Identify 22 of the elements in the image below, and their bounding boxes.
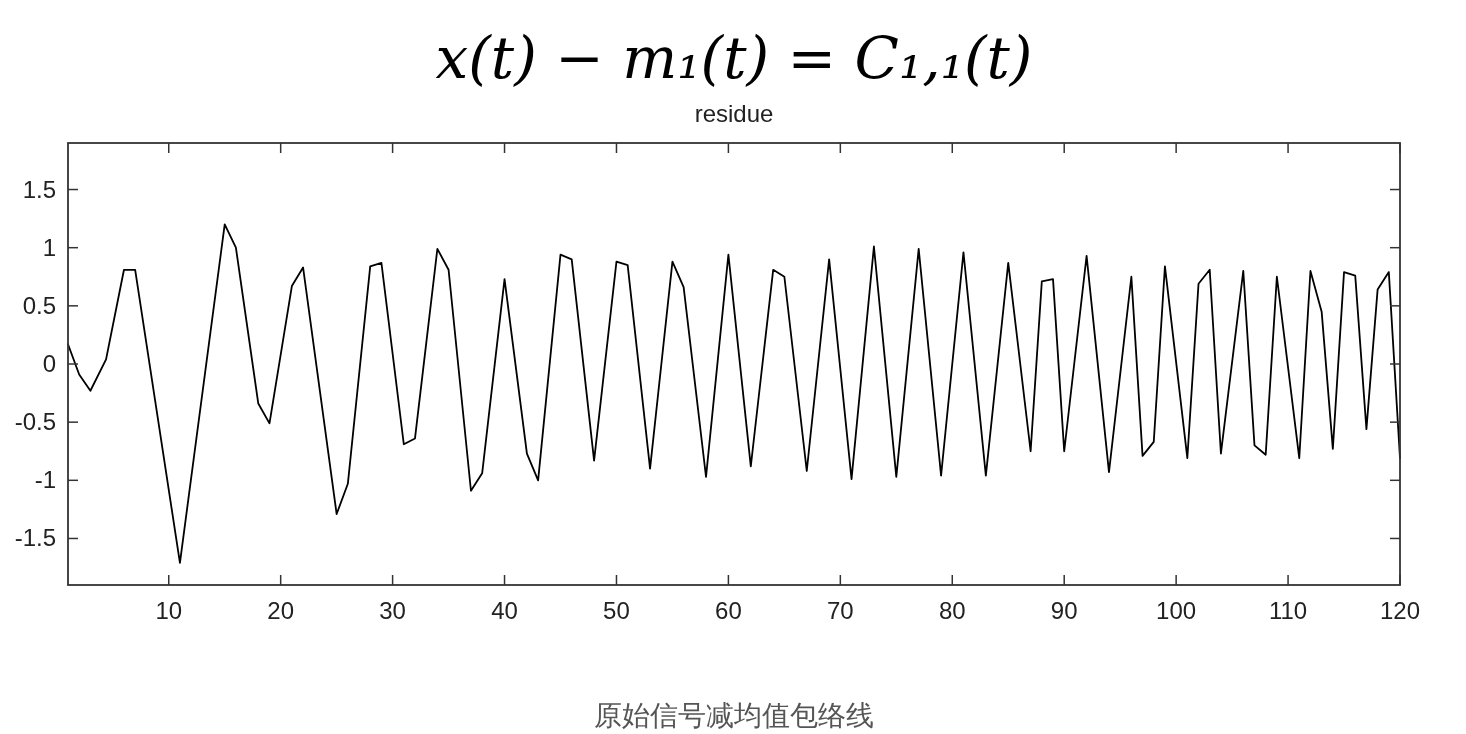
x-tick-label: 10 <box>155 597 183 624</box>
y-tick-label: 0.5 <box>22 291 56 319</box>
x-tick-label: 110 <box>1268 597 1308 624</box>
x-tick-label: 120 <box>1379 597 1421 624</box>
chart-title: x(t) − m₁(t) = C₁,₁(t) <box>435 24 1033 92</box>
x-tick-label: 60 <box>715 597 742 624</box>
x-tick-label: 40 <box>491 597 518 624</box>
text: 原始信号减均值包络线 <box>594 700 874 731</box>
x-tick-label: 80 <box>938 597 966 624</box>
x-tick-label: 50 <box>603 597 630 624</box>
x-tick-label: 90 <box>1050 597 1078 624</box>
x-tick-label: 70 <box>826 597 854 624</box>
y-tick-label: 0 <box>42 350 56 377</box>
chart-subtitle: residue <box>694 100 774 127</box>
y-tick-label: -0.5 <box>14 408 56 436</box>
y-tick-label: 1 <box>42 233 56 261</box>
y-tick-label: -1 <box>34 466 56 494</box>
y-tick-label: 1.5 <box>22 175 56 203</box>
y-tick-label: -1.5 <box>14 524 56 552</box>
x-tick-label: 100 <box>1156 597 1197 624</box>
x-tick-label: 20 <box>267 597 295 624</box>
x-tick-label: 30 <box>379 597 406 624</box>
